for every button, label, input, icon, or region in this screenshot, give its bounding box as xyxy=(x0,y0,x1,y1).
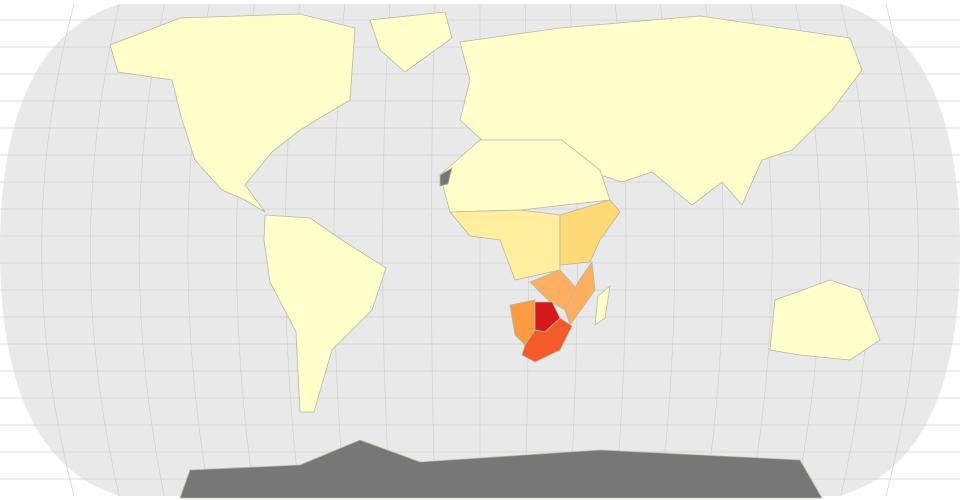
meridian-line xyxy=(885,3,919,497)
region-australia xyxy=(769,279,881,361)
region-madagascar xyxy=(594,285,611,326)
region-antarctica xyxy=(179,439,823,499)
region-mozambique xyxy=(564,260,596,326)
meridian-line xyxy=(430,3,436,497)
meridian-line xyxy=(382,3,391,497)
region-east-africa xyxy=(559,199,621,266)
region-western-sahara xyxy=(439,167,453,187)
region-greenland xyxy=(369,11,453,73)
meridian-line xyxy=(90,3,120,497)
meridian-line xyxy=(41,3,75,497)
region-south-africa xyxy=(521,317,573,363)
region-africa-west-central xyxy=(449,209,561,281)
region-north-america xyxy=(109,13,356,213)
region-south-america xyxy=(263,214,387,413)
